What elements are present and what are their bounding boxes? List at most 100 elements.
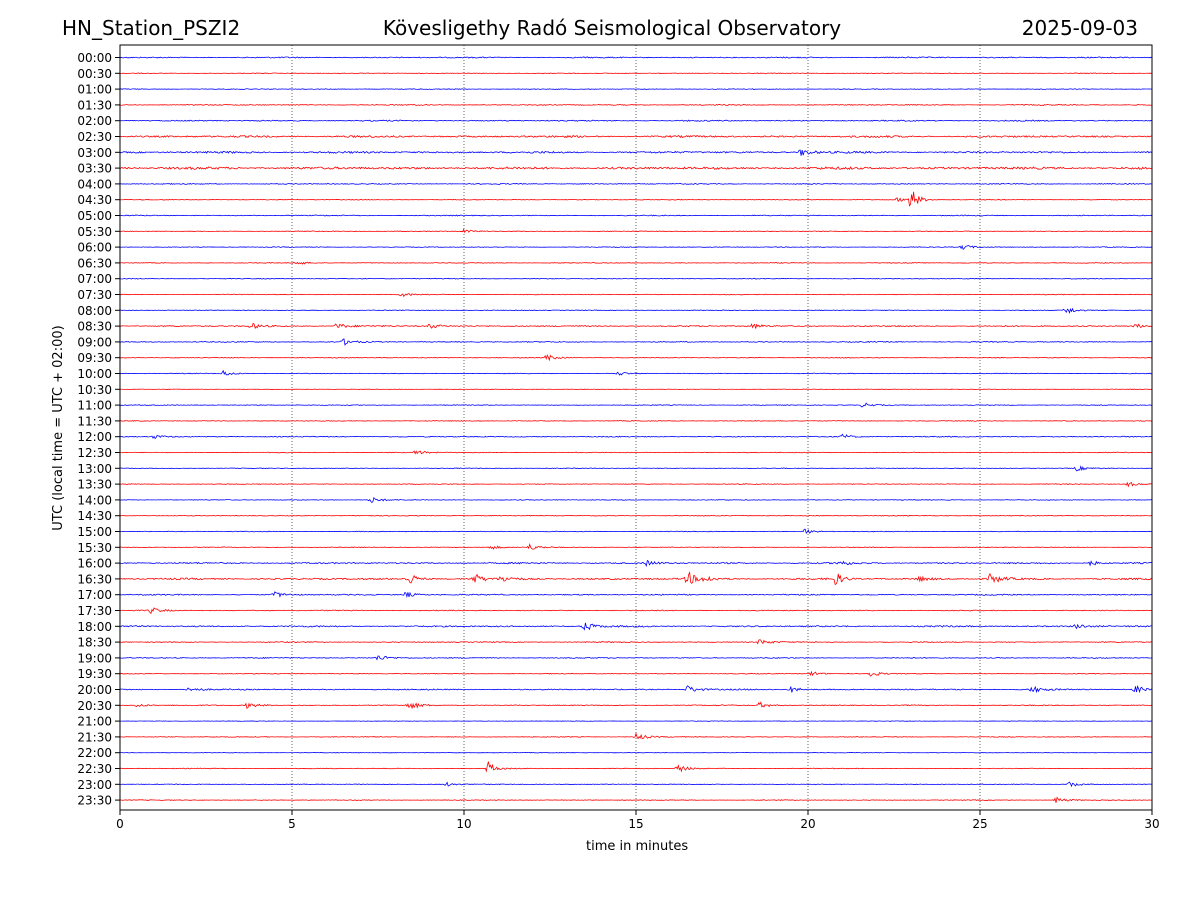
trace-1030 [119, 388, 1153, 390]
trace-2000 [119, 684, 1153, 694]
y-tick-label: 02:00 [77, 114, 112, 128]
trace-2200 [119, 752, 1153, 754]
trace-2230 [119, 761, 1153, 773]
trace-0630 [119, 261, 1153, 265]
trace-0230 [119, 134, 1153, 139]
trace-0500 [119, 214, 1153, 217]
y-tick-label: 15:00 [77, 525, 112, 539]
x-grid [291, 45, 981, 810]
y-tick-label: 13:30 [77, 478, 112, 492]
x-tick-label: 5 [288, 817, 296, 831]
y-tick-label: 02:30 [77, 130, 112, 144]
trace-0700 [119, 277, 1153, 280]
y-tick-label: 03:00 [77, 146, 112, 160]
chart-title: Kövesligethy Radó Seismological Observat… [383, 16, 841, 40]
y-tick-label: 17:00 [77, 588, 112, 602]
y-tick-label: 01:00 [77, 83, 112, 97]
y-tick-label: 09:30 [77, 351, 112, 365]
trace-1400 [119, 497, 1153, 504]
trace-1430 [119, 514, 1153, 517]
trace-0600 [119, 244, 1153, 250]
trace-0200 [119, 119, 1153, 122]
trace-group [119, 56, 1153, 803]
x-axis: 0 5 10 15 20 25 30 [116, 810, 1160, 831]
y-tick-label: 23:00 [77, 778, 112, 792]
trace-2030 [119, 701, 1153, 709]
station-name: HN_Station_PSZI2 [62, 16, 240, 40]
trace-2130 [119, 732, 1153, 740]
y-tick-label: 13:00 [77, 462, 112, 476]
trace-1100 [119, 402, 1153, 408]
y-tick-label: 06:30 [77, 256, 112, 270]
trace-1630 [119, 571, 1153, 586]
y-tick-label: 20:30 [77, 699, 112, 713]
y-tick-label: 12:30 [77, 446, 112, 460]
trace-1700 [119, 591, 1153, 598]
chart-date: 2025-09-03 [1022, 16, 1138, 40]
y-tick-label: 08:00 [77, 304, 112, 318]
y-tick-label: 23:30 [77, 794, 112, 808]
x-tick-label: 10 [456, 817, 471, 831]
trace-0000 [119, 56, 1153, 59]
trace-2300 [120, 781, 1153, 788]
trace-0030 [119, 72, 1153, 75]
y-tick-label: 14:00 [77, 493, 112, 507]
trace-1730 [119, 607, 1153, 615]
y-tick-label: 07:30 [77, 288, 112, 302]
trace-1800 [119, 622, 1153, 631]
y-tick-label: 04:30 [77, 193, 112, 207]
trace-1930 [119, 670, 1153, 677]
y-tick-label: 14:30 [77, 509, 112, 523]
y-tick-label: 00:00 [77, 51, 112, 65]
y-tick-label: 11:30 [77, 414, 112, 428]
y-tick-label: 06:00 [77, 241, 112, 255]
trace-0300 [119, 149, 1153, 156]
trace-0900 [119, 338, 1153, 346]
y-tick-label: 15:30 [77, 541, 112, 555]
trace-1200 [119, 433, 1153, 440]
trace-0930 [119, 354, 1153, 362]
x-tick-label: 15 [628, 817, 643, 831]
y-tick-label: 08:30 [77, 320, 112, 334]
trace-0330 [119, 166, 1153, 171]
y-tick-label: 17:30 [77, 604, 112, 618]
trace-0800 [119, 307, 1153, 314]
trace-1230 [119, 450, 1153, 455]
y-tick-label: 18:00 [77, 620, 112, 634]
y-tick-label: 19:00 [77, 651, 112, 665]
y-tick-label: 12:00 [77, 430, 112, 444]
trace-0400 [119, 182, 1153, 185]
y-tick-label: 16:30 [77, 572, 112, 586]
y-tick-label: 05:30 [77, 225, 112, 239]
trace-0430 [119, 191, 1153, 207]
x-tick-label: 20 [800, 817, 815, 831]
y-tick-label: 09:00 [77, 335, 112, 349]
y-tick-label: 22:00 [77, 746, 112, 760]
y-tick-label: 21:00 [77, 715, 112, 729]
y-tick-label: 05:00 [77, 209, 112, 223]
y-tick-label: 04:00 [77, 177, 112, 191]
trace-2330 [119, 796, 1153, 803]
y-tick-label: 03:30 [77, 162, 112, 176]
y-tick-label: 19:30 [77, 667, 112, 681]
y-tick-label: 11:00 [77, 399, 112, 413]
trace-0100 [119, 88, 1153, 90]
trace-1300 [119, 465, 1153, 472]
y-tick-label: 00:30 [77, 67, 112, 81]
trace-1830 [119, 639, 1153, 645]
x-axis-label: time in minutes [586, 839, 688, 854]
y-tick-label: 10:30 [77, 383, 112, 397]
trace-1530 [119, 542, 1153, 550]
y-tick-label: 16:00 [77, 557, 112, 571]
y-tick-label: 20:00 [77, 683, 112, 697]
y-tick-label: 21:30 [77, 730, 112, 744]
trace-1130 [119, 420, 1153, 422]
trace-1900 [119, 655, 1153, 661]
trace-0830 [119, 322, 1153, 330]
x-tick-label: 25 [972, 817, 987, 831]
trace-0530 [119, 228, 1153, 234]
y-tick-label: 18:30 [77, 636, 112, 650]
trace-1330 [119, 481, 1153, 488]
